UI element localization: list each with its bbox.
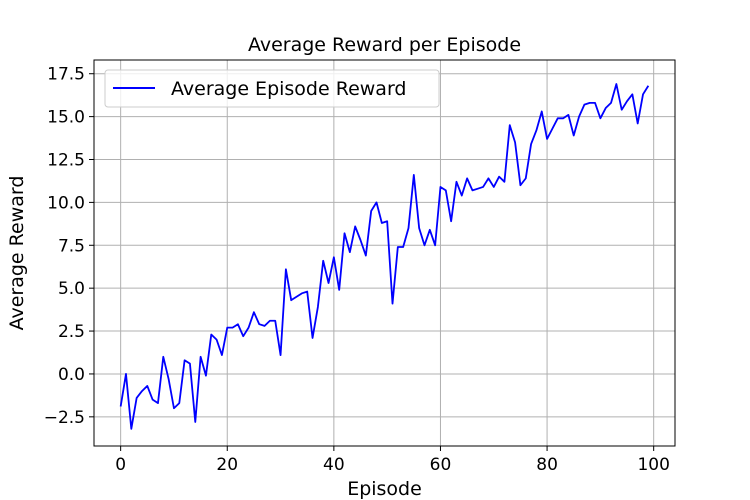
y-tick-label: 12.5: [47, 151, 85, 171]
axis-ticks: 0 20 40 60 80 100 −2.5 0.0 2.5 5.0 7.5 10.0 12.5 15.0…: [44, 65, 670, 475]
y-tick-label: 7.5: [58, 236, 85, 256]
x-tick-label: 100: [637, 455, 669, 475]
y-tick-label: 15.0: [47, 108, 85, 128]
y-tick-label: 2.5: [58, 322, 85, 342]
chart-title: Average Reward per Episode: [248, 34, 521, 56]
x-tick-label: 20: [216, 455, 238, 475]
y-tick-label: 10.0: [47, 193, 85, 213]
x-tick-label: 40: [323, 455, 345, 475]
y-tick-label: 0.0: [58, 365, 85, 385]
y-axis-label: Average Reward: [6, 176, 28, 331]
y-tick-label: −2.5: [44, 408, 85, 428]
y-tick-label: 5.0: [58, 279, 85, 299]
x-tick-label: 60: [430, 455, 452, 475]
x-axis-label: Episode: [347, 478, 422, 500]
series-line: [119, 83, 650, 430]
plot-frame: [93, 59, 676, 447]
y-tick-label: 17.5: [47, 65, 85, 85]
x-tick-label: 80: [536, 455, 558, 475]
legend-label: Average Episode Reward: [171, 78, 406, 100]
legend-box: [104, 69, 440, 108]
legend: Average Episode Reward: [104, 69, 440, 108]
plot-area: [119, 83, 650, 430]
x-tick-label: 0: [115, 455, 126, 475]
